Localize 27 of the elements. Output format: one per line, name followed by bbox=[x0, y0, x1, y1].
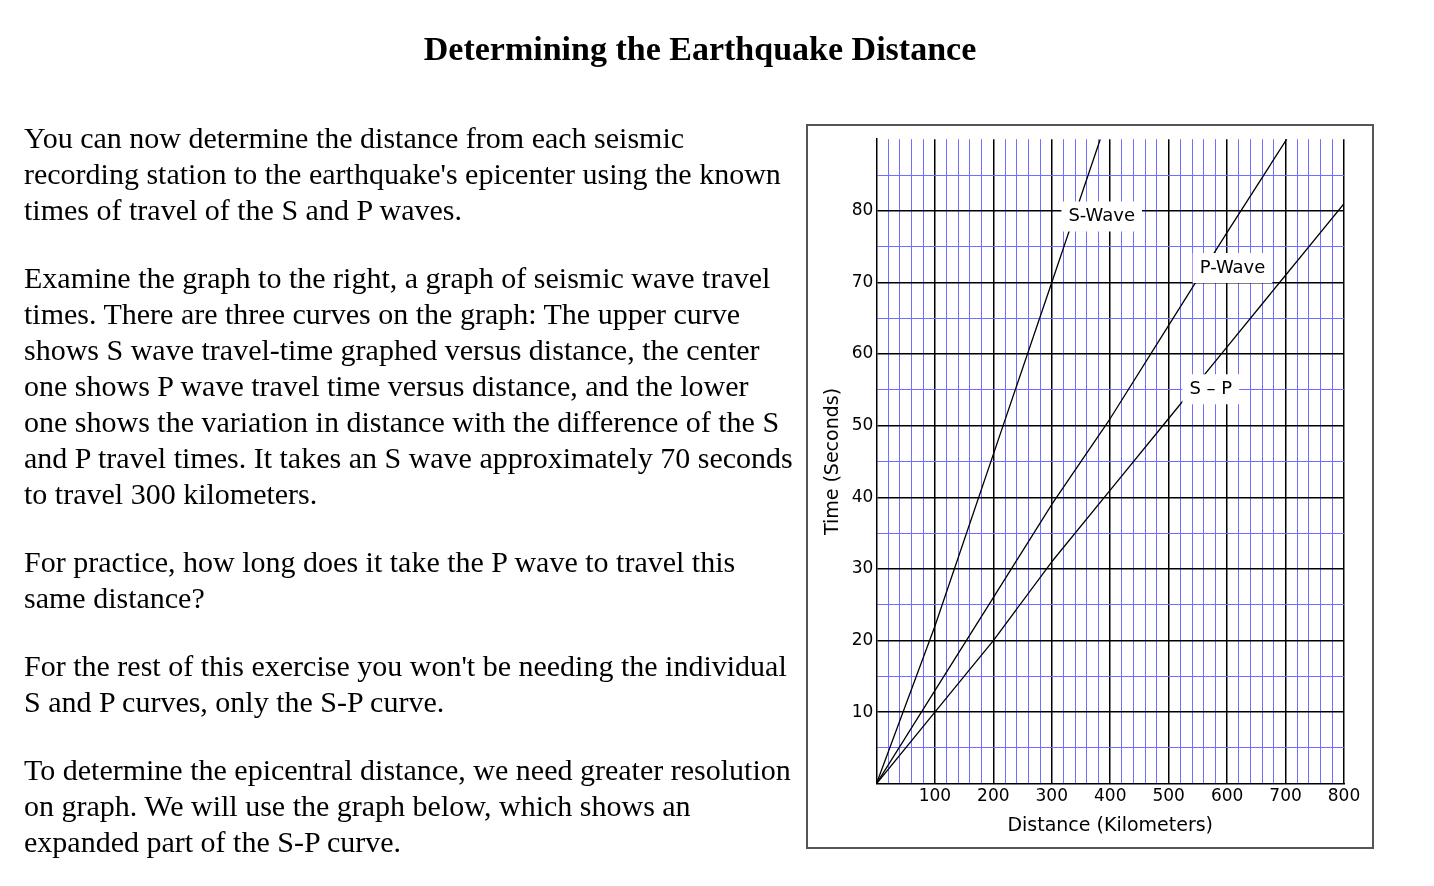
x-tick-label: 100 bbox=[918, 785, 952, 806]
text: To determine the epicentral distance, we need greater resolution on graph. We will use the graph below, which shows an expanded part of the S-P curve. bbox=[24, 752, 792, 860]
y-tick-label: 40 bbox=[851, 485, 874, 506]
series-label: S-Wave bbox=[1068, 204, 1136, 226]
x-axis-title: Distance (Kilometers) bbox=[1007, 812, 1214, 835]
x-tick-label: 200 bbox=[977, 785, 1010, 806]
text: For practice, how long does it take the P wave to travel this same distance? bbox=[24, 544, 737, 616]
chart-title: Determining the Earthquake Distance bbox=[422, 30, 978, 68]
x-tick-label: 300 bbox=[1035, 785, 1068, 806]
x-tick-label: 600 bbox=[1210, 785, 1244, 806]
y-axis-title: Time (Seconds) bbox=[820, 387, 843, 537]
x-tick-label: 800 bbox=[1327, 785, 1361, 806]
y-tick-label: 20 bbox=[851, 628, 874, 649]
x-tick-label: 400 bbox=[1093, 785, 1127, 806]
y-tick-label: 80 bbox=[851, 199, 874, 220]
y-tick-label: 70 bbox=[851, 270, 874, 291]
y-tick-label: 30 bbox=[851, 557, 874, 578]
x-tick-label: 500 bbox=[1152, 785, 1185, 806]
y-tick-label: 50 bbox=[851, 414, 874, 435]
y-tick-label: 60 bbox=[851, 342, 874, 363]
text: For the rest of this exercise you won't be needing the individual S and P curves, only the S-P curve. bbox=[24, 648, 788, 720]
text: You can now determine the distance from each seismic recording station to the earthquake's epicenter using the known times of travel of the S and P waves. bbox=[24, 120, 782, 228]
x-tick-label: 700 bbox=[1269, 785, 1302, 806]
series-label: P-Wave bbox=[1199, 255, 1266, 277]
series-label: S – P bbox=[1189, 376, 1233, 398]
y-tick-label: 10 bbox=[851, 700, 874, 721]
text: Examine the graph to the right, a graph of seismic wave travel times. There are three curves on the graph: The upper curve shows S wave travel-time graphed versus distance, the center one shows P wave travel time versus distance, and the lower one shows the variation in distance with the difference of the S and P travel times. It takes an S wave approximately 70 seconds to travel 300 kilometers. bbox=[24, 260, 794, 512]
